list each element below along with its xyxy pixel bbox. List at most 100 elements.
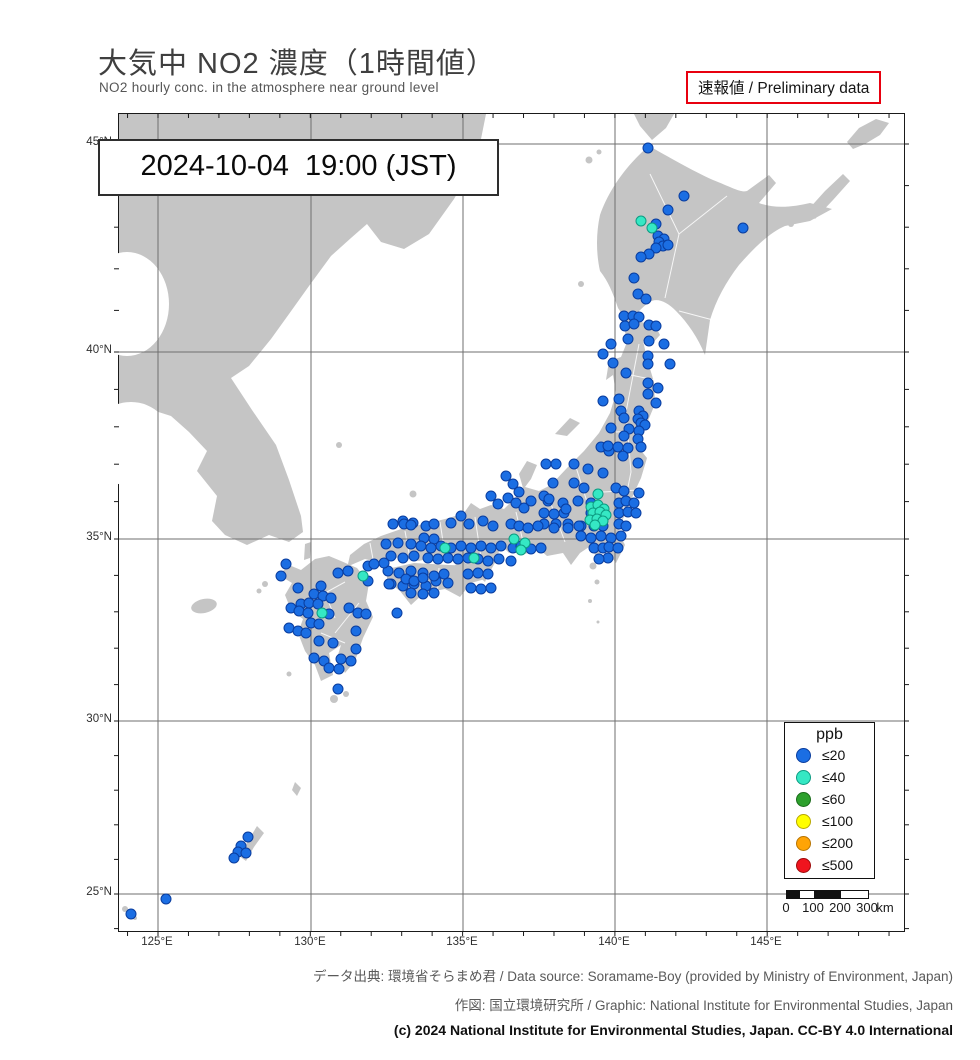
station-dot [642,142,654,154]
station-dot [462,568,474,580]
station-dot [595,530,607,542]
station-dot [612,441,624,453]
station-dot [642,377,654,389]
station-dot [428,518,440,530]
station-dot [612,542,624,554]
station-dot [620,367,632,379]
station-dot [515,544,527,556]
station-dot [408,575,420,587]
station-dot [332,567,344,579]
station-dot [468,552,480,564]
legend-row-≤200: ≤200 [785,832,874,854]
station-dot [605,338,617,350]
footer-copyright: (c) 2024 National Institute for Environm… [393,1022,953,1038]
station-dot [312,598,324,610]
station-dot [597,395,609,407]
station-dot [737,222,749,234]
station-dot [160,893,172,905]
legend-items: ≤20 ≤40 ≤60 ≤100 ≤200 ≤500 [785,744,874,876]
legend-swatch-icon [796,835,811,851]
station-dot [439,542,451,554]
land-layer [85,114,889,920]
station-dot [607,357,619,369]
station-dot [540,458,552,470]
station-dot [628,318,640,330]
station-dot [228,852,240,864]
station-dot [618,485,630,497]
station-dot [465,582,477,594]
station-dot [472,567,484,579]
station-dot [652,382,664,394]
station-dot [646,222,658,234]
lat-label-45°N: 45°N [0,136,112,148]
lon-label-130°E: 130°E [294,936,326,948]
land-izu-oshima [589,562,597,570]
land-rishiri [585,156,593,164]
scale-segment-4 [841,891,868,898]
station-dot [597,467,609,479]
sea-liaodong-bay [85,252,169,356]
legend-row-≤40: ≤40 [785,766,874,788]
lon-label-135°E: 135°E [446,936,478,948]
land-izu-island-2 [594,579,600,585]
station-dot [405,565,417,577]
station-dots-layer [125,142,749,920]
lon-label-125°E: 125°E [141,936,173,948]
station-dot [485,542,497,554]
page-title: 大気中 NO2 濃度（1時間値） [98,48,496,80]
station-dot [548,522,560,534]
station-dot [452,553,464,565]
station-dot [455,540,467,552]
station-dot [602,440,614,452]
station-dot [635,441,647,453]
station-dot [640,293,652,305]
station-dot [632,457,644,469]
station-dot [315,580,327,592]
station-dot [343,602,355,614]
station-dot [323,662,335,674]
timestamp-box: 2024-10-04 19:00 (JST) [98,139,499,196]
land-jeju [191,598,217,614]
station-dot [513,486,525,498]
station-dot [417,572,429,584]
station-dot [378,557,390,569]
map-frame: ppb ≤20 ≤40 ≤60 ≤100 ≤200 ≤500 0 100 200 300 km [85,113,909,936]
station-dot [308,588,320,600]
station-dot [342,565,354,577]
station-dot [408,550,420,562]
legend-label: ≤200 [822,835,854,851]
lat-label-25°N: 25°N [86,886,112,898]
station-dot [613,507,625,519]
station-dot [300,627,312,639]
footer-data-source: データ出典: 環境省そらまめ君 / Data source: Soramame-… [313,969,953,984]
station-dot [622,333,634,345]
land-izu-island-3 [588,599,592,603]
station-dot [332,683,344,695]
land-asian-continent [119,114,486,545]
station-dot [500,470,512,482]
scale-bar: 0 100 200 300 km [782,890,894,915]
station-dot [662,239,674,251]
station-dot [425,542,437,554]
land-koshiki [286,671,292,677]
station-dot [650,397,662,409]
sea-korea-bay [89,402,173,486]
station-dot [293,605,305,617]
station-dot [438,568,450,580]
scale-label-100: 100 [802,900,824,915]
station-dot [585,532,597,544]
scale-label-200: 200 [829,900,851,915]
land-kuril-1 [847,119,889,149]
land-honshu [346,322,660,582]
station-dot [492,498,504,510]
station-dot [510,497,522,509]
station-dot [525,495,537,507]
station-dot [605,422,617,434]
station-dot [547,477,559,489]
station-dot [368,558,380,570]
land-sakhalin [634,114,674,140]
land-ulleung [336,442,342,448]
station-dot [302,607,314,619]
station-dot [568,458,580,470]
station-dot [507,478,519,490]
